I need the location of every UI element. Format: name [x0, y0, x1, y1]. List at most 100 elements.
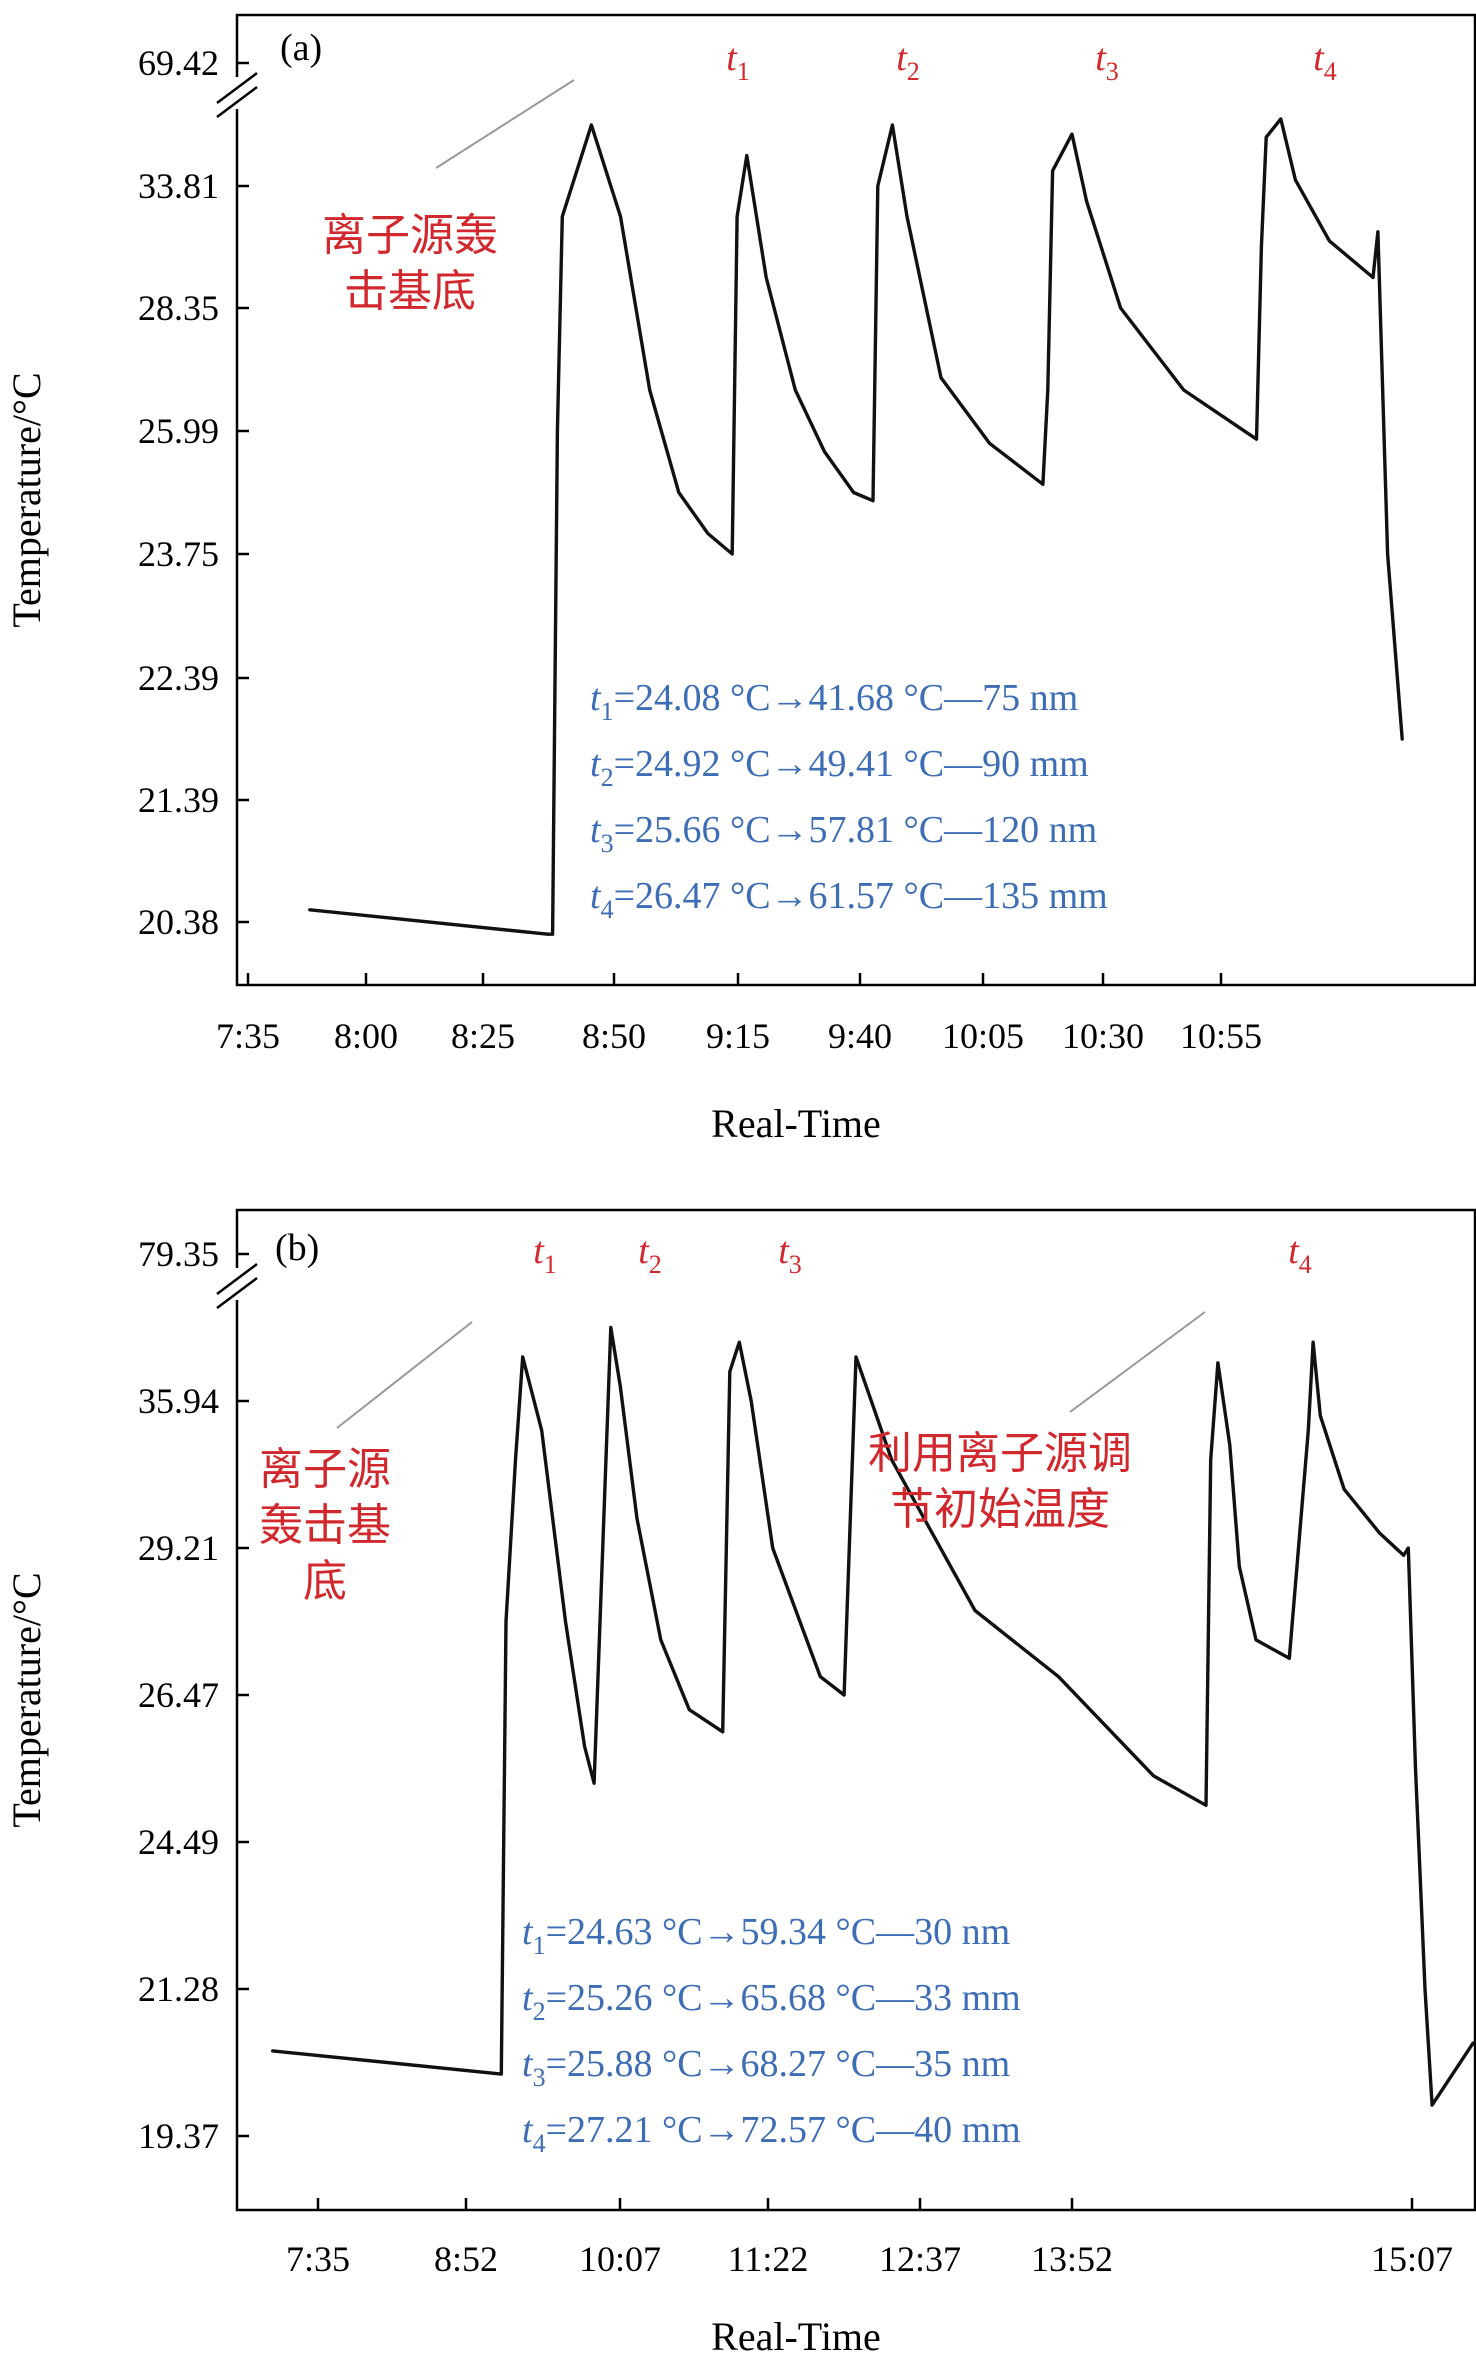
peak-label-subscript: 3 — [789, 1250, 802, 1279]
peak-label: t3 — [1095, 37, 1119, 86]
peak-label: t4 — [1313, 37, 1337, 86]
axis-break-line — [216, 1263, 258, 1295]
axis-break-line — [216, 86, 258, 118]
info-subscript: 4 — [533, 2129, 546, 2158]
peak-label-name: t — [778, 1230, 790, 1272]
y-tick-label: 69.42 — [138, 43, 219, 83]
info-subscript: 1 — [601, 697, 614, 726]
peak-label: t1 — [533, 1230, 557, 1279]
peak-label: t1 — [726, 37, 750, 86]
peak-label-name: t — [726, 37, 738, 79]
info-subscript: 2 — [601, 763, 614, 792]
peak-label: t3 — [778, 1230, 802, 1279]
peak-label-subscript: 1 — [544, 1250, 557, 1279]
info-variable: t — [590, 743, 602, 785]
y-axis-title: Temperature/°C — [4, 372, 49, 627]
peak-label: t4 — [1288, 1230, 1312, 1279]
annotation-text: 离子源 — [259, 1444, 391, 1495]
chart-panel-2: 79.35 35.94 29.21 26.47 24.49 21.28 19.37 7:35 8… — [4, 1208, 1476, 2359]
y-tick-label: 19.37 — [138, 2116, 219, 2156]
y-tick-label: 20.38 — [138, 902, 219, 942]
peak-label-name: t — [1313, 37, 1325, 79]
annotation-text: 节初始温度 — [890, 1484, 1110, 1535]
x-tick-label: 10:55 — [1180, 1016, 1262, 1056]
plot-frame — [235, 1208, 1476, 2212]
x-axis-title: Real-Time — [711, 1101, 881, 1146]
info-text: =24.92 °C→49.41 °C—90 mm — [614, 743, 1089, 785]
peak-label-subscript: 1 — [737, 57, 750, 86]
info-variable: t — [590, 677, 602, 719]
y-axis-title: Temperature/°C — [4, 1572, 49, 1827]
x-tick-label: 10:05 — [942, 1016, 1024, 1056]
y-tick-label: 21.39 — [138, 780, 219, 820]
axis-break-line — [216, 72, 258, 104]
peak-label: t2 — [896, 37, 920, 86]
info-line: t3=25.66 °C→57.81 °C—120 nm — [590, 809, 1097, 858]
annotation-leader-line — [1069, 1311, 1206, 1413]
info-line: t3=25.88 °C→68.27 °C—35 nm — [522, 2043, 1010, 2092]
peak-label-name: t — [1288, 1230, 1300, 1272]
annotation-text: 利用离子源调 — [868, 1428, 1132, 1479]
peak-label-subscript: 4 — [1324, 57, 1337, 86]
x-tick-label: 11:22 — [728, 2239, 809, 2279]
x-tick-label: 9:15 — [706, 1016, 770, 1056]
plot-frame — [235, 13, 1476, 987]
y-tick-label: 28.35 — [138, 288, 219, 328]
peak-label-name: t — [638, 1230, 650, 1272]
axis-break-mark — [216, 72, 258, 118]
peak-label-subscript: 2 — [907, 57, 920, 86]
x-tick-label: 7:35 — [286, 2239, 350, 2279]
peak-label-subscript: 3 — [1106, 57, 1119, 86]
peak-label-subscript: 4 — [1299, 1250, 1312, 1279]
x-tick-label: 8:52 — [434, 2239, 498, 2279]
info-variable: t — [590, 809, 602, 851]
temperature-series-line — [271, 1325, 1475, 2107]
info-text: =27.21 °C→72.57 °C—40 mm — [546, 2109, 1021, 2151]
info-subscript: 4 — [601, 895, 614, 924]
info-subscript: 2 — [533, 1997, 546, 2026]
peak-label: t2 — [638, 1230, 662, 1279]
annotation-text: 轰击基 — [259, 1500, 391, 1551]
y-tick-label: 29.21 — [138, 1528, 219, 1568]
x-tick-label: 8:25 — [451, 1016, 515, 1056]
y-tick-label: 23.75 — [138, 534, 219, 574]
info-variable: t — [522, 2043, 534, 2085]
info-line: t1=24.08 °C→41.68 °C—75 nm — [590, 677, 1078, 726]
info-text: =26.47 °C→61.57 °C—135 mm — [614, 875, 1108, 917]
info-line: t4=26.47 °C→61.57 °C—135 mm — [590, 875, 1108, 924]
x-tick-label: 10:30 — [1062, 1016, 1144, 1056]
peak-label-name: t — [533, 1230, 545, 1272]
y-tick-label: 26.47 — [138, 1675, 219, 1715]
info-line: t1=24.63 °C→59.34 °C—30 nm — [522, 1911, 1010, 1960]
info-variable: t — [522, 2109, 534, 2151]
y-tick-label: 25.99 — [138, 411, 219, 451]
peak-label-subscript: 2 — [649, 1250, 662, 1279]
info-variable: t — [522, 1911, 534, 1953]
axis-break-line — [216, 1277, 258, 1309]
x-tick-label: 13:52 — [1031, 2239, 1113, 2279]
info-subscript: 3 — [533, 2063, 546, 2092]
temperature-series-line — [308, 117, 1404, 936]
peak-label-name: t — [896, 37, 908, 79]
x-tick-label: 8:00 — [334, 1016, 398, 1056]
x-tick-label: 12:37 — [879, 2239, 961, 2279]
info-text: =25.88 °C→68.27 °C—35 nm — [546, 2043, 1011, 2085]
annotation-text: 底 — [303, 1556, 347, 1607]
info-text: =24.08 °C→41.68 °C—75 nm — [614, 677, 1079, 719]
annotation-text: 击基底 — [344, 266, 476, 317]
info-subscript: 3 — [601, 829, 614, 858]
info-text: =24.63 °C→59.34 °C—30 nm — [546, 1911, 1011, 1953]
info-line: t2=25.26 °C→65.68 °C—33 mm — [522, 1977, 1021, 2026]
y-tick-label: 35.94 — [138, 1381, 219, 1421]
peak-label-name: t — [1095, 37, 1107, 79]
info-variable: t — [590, 875, 602, 917]
y-tick-label: 24.49 — [138, 1822, 219, 1862]
annotation-leader-line — [336, 1321, 473, 1429]
info-text: =25.66 °C→57.81 °C—120 nm — [614, 809, 1098, 851]
x-axis-title: Real-Time — [711, 2314, 881, 2359]
chart-panel-1: 69.42 33.81 28.35 25.99 23.75 22.39 21.39 20.38… — [4, 13, 1476, 1146]
axis-break-mark — [216, 1263, 258, 1309]
x-tick-label: 8:50 — [582, 1016, 646, 1056]
info-subscript: 1 — [533, 1931, 546, 1960]
